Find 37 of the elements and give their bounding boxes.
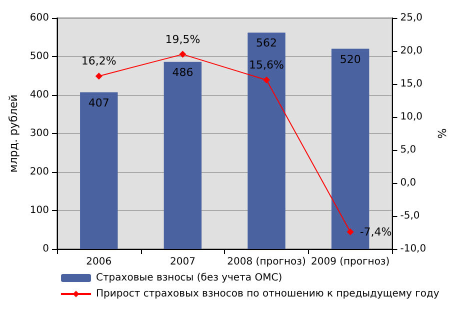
y-tick-label: 300 — [30, 128, 49, 139]
data-label: 407 — [88, 96, 110, 110]
legend-label: Прирост страховых взносов по отношению к предыдущему году — [96, 288, 440, 300]
y2-tick-label: -5,0 — [400, 210, 420, 222]
y-tick-label: 400 — [30, 90, 49, 100]
data-label: 562 — [256, 36, 278, 50]
y-axis-title: млрд. рублей — [7, 94, 20, 173]
bar — [80, 92, 118, 249]
y-tick-label: 200 — [30, 166, 49, 178]
y2-tick-label: 25,0 — [400, 12, 422, 24]
point — [95, 72, 102, 80]
y2-tick-label: 20,0 — [400, 46, 422, 56]
y2-axis-title: % — [436, 128, 449, 139]
y2-tick-label: -10,0 — [400, 244, 426, 254]
y2-tick-label: 15,0 — [400, 78, 422, 90]
x-tick-label: 2008 (прогноз) — [227, 256, 306, 268]
x-tick-label: 2007 — [170, 256, 196, 268]
data-label: 520 — [340, 52, 361, 66]
point — [263, 76, 270, 84]
data-label: 16,2% — [81, 54, 116, 68]
data-label: 19,5% — [165, 32, 200, 46]
data-label: 486 — [172, 66, 194, 79]
bar — [248, 32, 286, 249]
point — [179, 50, 186, 58]
y-tick-label: 0 — [42, 244, 49, 254]
x-tick-label: 2009 (прогноз) — [310, 256, 390, 268]
bar — [164, 62, 202, 249]
y2-tick-label: 5,0 — [400, 144, 416, 156]
x-tick-label: 2006 — [86, 256, 112, 268]
data-label: 15,6% — [249, 58, 284, 72]
y-tick-label: 500 — [30, 51, 49, 62]
y2-tick-label: 10,0 — [400, 112, 422, 122]
legend-label: Страховые взносы (без учета ОМС) — [96, 272, 282, 284]
y-tick-label: 600 — [30, 12, 49, 24]
y2-tick-label: 0,0 — [400, 178, 416, 188]
y-tick-label: 100 — [30, 205, 49, 216]
point — [346, 228, 354, 236]
